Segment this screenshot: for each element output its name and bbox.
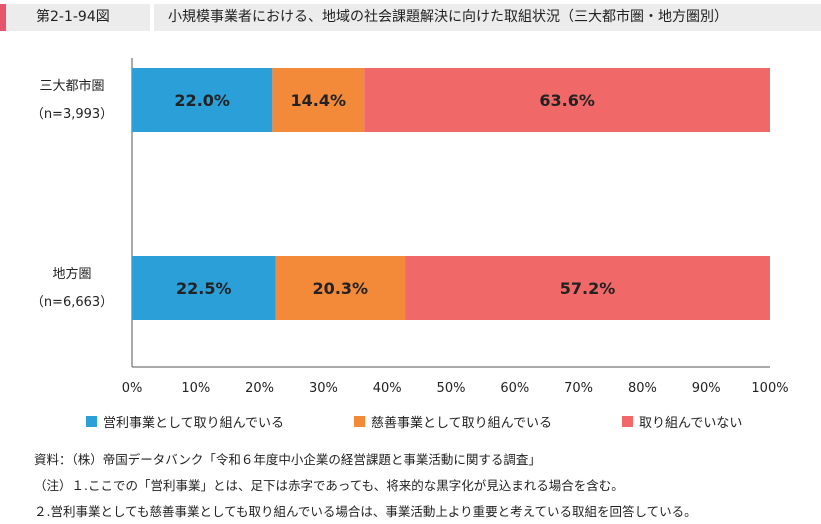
figure-header: 第2-1-94図 小規模事業者における、地域の社会課題解決に向けた取組状況（三大… [0,0,821,34]
x-tick-label: 70% [564,381,593,396]
data-label-metro-0: 22.0% [174,91,230,110]
figure-title: 小規模事業者における、地域の社会課題解決に向けた取組状況（三大都市圏・地方圏別） [154,4,821,31]
legend-swatch-for-profit [86,416,97,427]
legend-label-not-engaged: 取り組んでいない [639,416,743,431]
x-tick-label: 60% [500,381,529,396]
x-tick-label: 100% [751,381,788,396]
category-label-regional: 地方圏 [52,266,91,282]
data-label-metro-1: 14.4% [291,91,347,110]
data-label-regional-0: 22.5% [176,279,232,298]
bar-segment-regional-0 [132,256,276,320]
x-tick-label: 0% [122,381,143,396]
bar-segment-regional-1 [275,256,406,320]
x-tick-label: 10% [181,381,210,396]
x-tick-label: 30% [309,381,338,396]
data-label-regional-2: 57.2% [560,279,616,298]
legend-item-charity: 慈善事業として取り組んでいる [354,412,552,431]
data-label-regional-1: 20.3% [313,279,369,298]
x-tick-label: 90% [692,381,721,396]
note-2: ２.営利事業としても慈善事業としても取り組んでいる場合は、事業活動上より重要と考… [34,504,697,519]
bar-segment-metro-0 [132,68,273,132]
legend-swatch-charity [354,416,365,427]
bar-segment-metro-1 [272,68,365,132]
legend-swatch-not-engaged [622,416,633,427]
x-tick-label: 80% [628,381,657,396]
x-tick-label: 20% [245,381,274,396]
note-1: （注）１.ここでの「営利事業」とは、足下は赤字であっても、将来的な黒字化が見込ま… [34,478,624,493]
category-label-metro: 三大都市圏 [39,78,104,94]
chart-legend: 営利事業として取り組んでいる 慈善事業として取り組んでいる 取り組んでいない [0,412,821,434]
category-n-metro: （n=3,993） [31,107,113,122]
legend-item-not-engaged: 取り組んでいない [622,412,742,431]
legend-label-charity: 慈善事業として取り組んでいる [371,416,552,431]
category-n-regional: （n=6,663） [31,295,113,310]
x-tick-label: 50% [437,381,466,396]
x-tick-label: 40% [373,381,402,396]
legend-item-for-profit: 営利事業として取り組んでいる [86,412,284,431]
data-label-metro-2: 63.6% [539,91,595,110]
figure-number: 第2-1-94図 [0,4,150,31]
bar-segment-metro-2 [364,68,770,132]
source-note: 資料：（株）帝国データバンク「令和６年度中小企業の経営課題と事業活動に関する調査… [34,452,541,467]
bar-segment-regional-2 [405,256,770,320]
legend-label-for-profit: 営利事業として取り組んでいる [103,416,284,431]
stacked-bar-chart: 0% 10% 20% 30% 40% 50% 60% 70% 80% 90% 100% 三大都市圏 （n… [31,58,789,396]
